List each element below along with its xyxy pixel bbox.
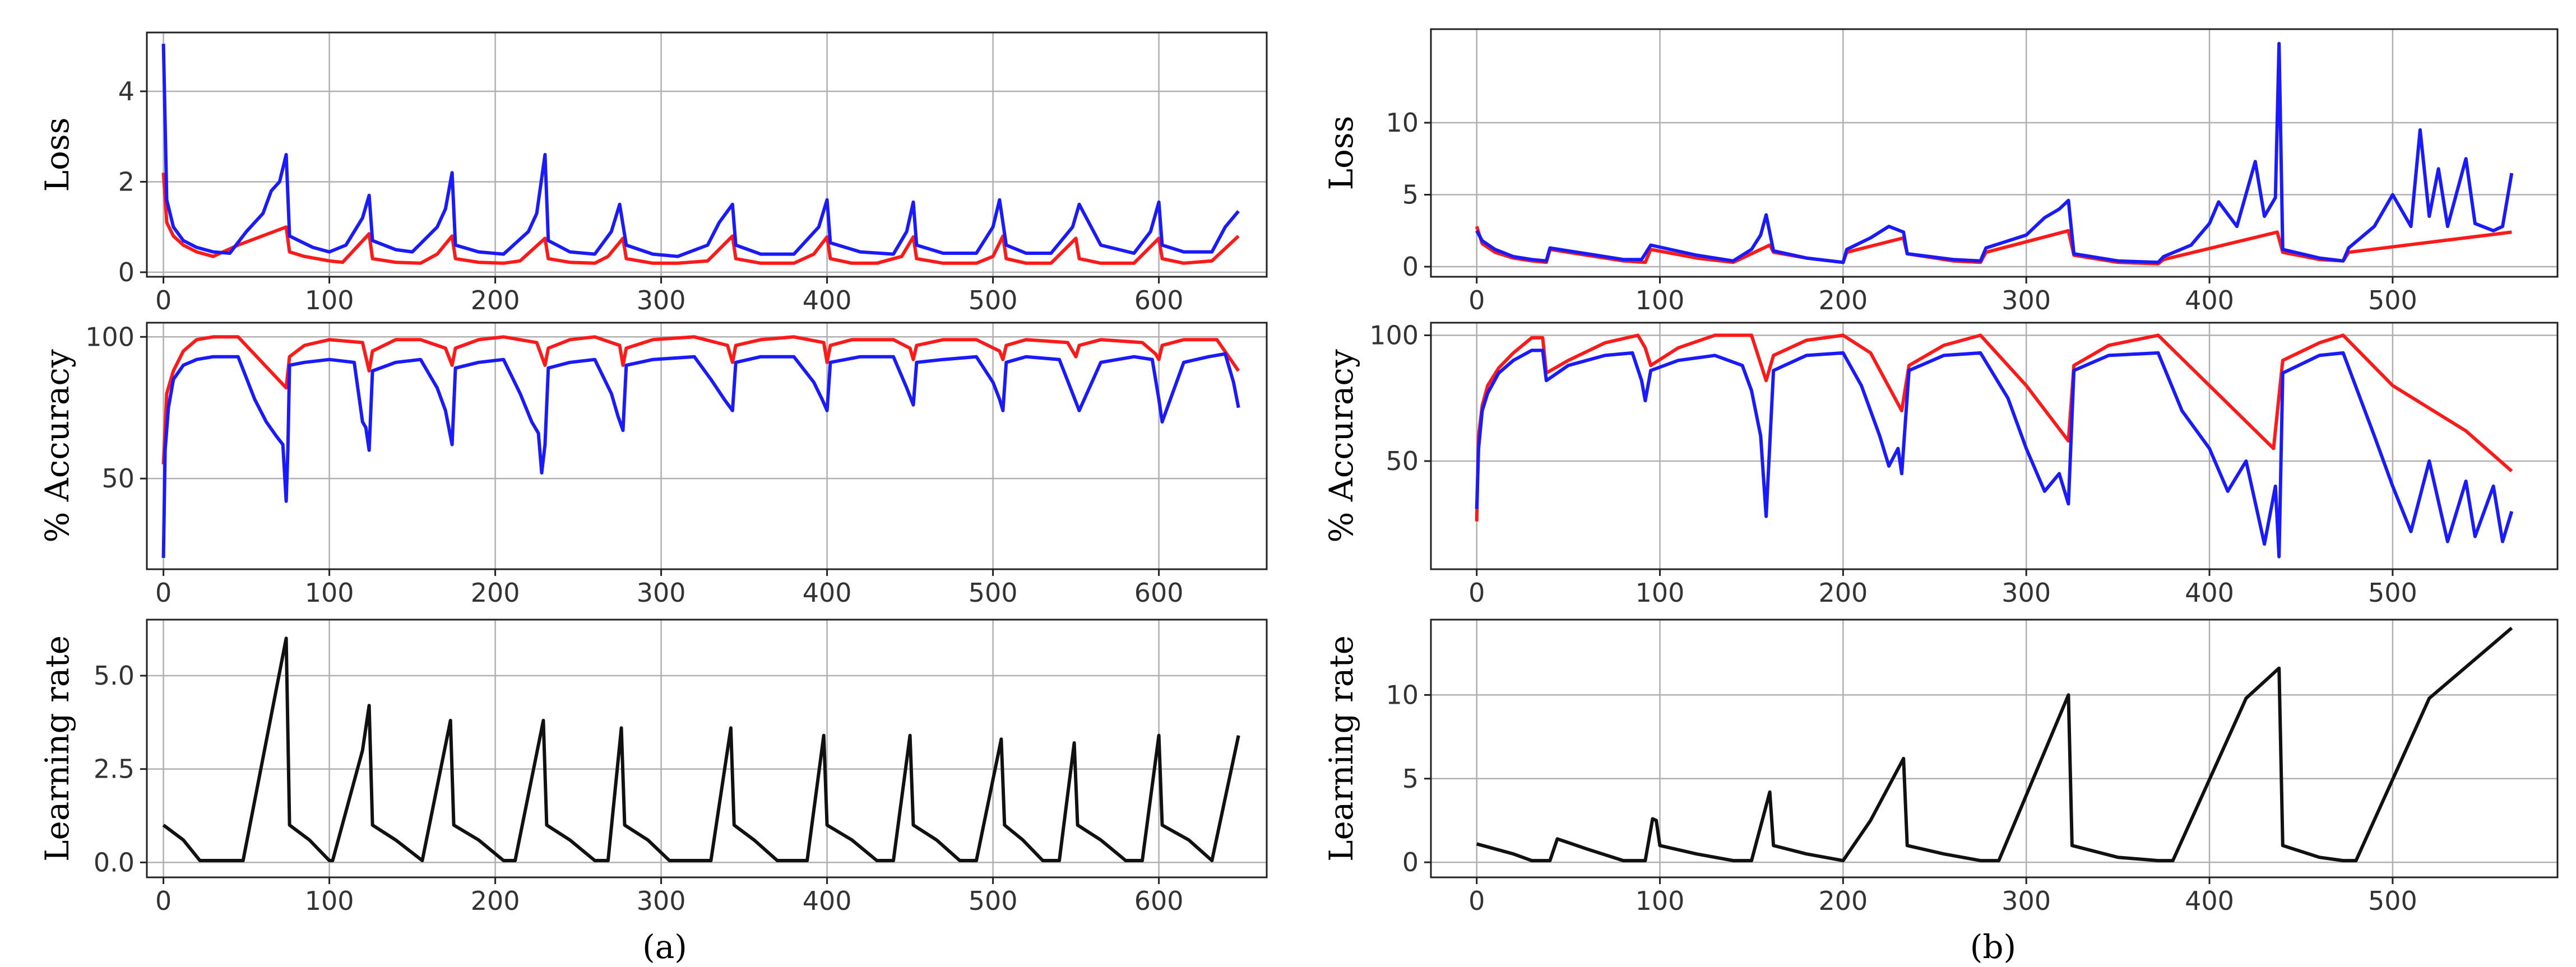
caption-a: (a) [642,928,687,966]
y-tick-label: 50 [1386,446,1419,476]
y-tick-label: 10 [1386,108,1419,138]
axes-frame [1430,322,2559,570]
series-line-blue [161,44,1240,258]
x-tick-label: 200 [1818,578,1868,608]
x-tick-label: 200 [1818,886,1868,916]
x-tick-label: 300 [637,886,686,916]
y-axis-label: Learning rate [38,635,76,862]
x-tick-label: 0 [155,578,172,608]
x-tick-label: 100 [305,578,354,608]
subplot-b-acc: 0 100 200 300 400 500 50 100 % Accuracy [1322,320,2559,608]
x-tick-label: 200 [1818,285,1868,315]
x-tick-label: 400 [2185,578,2234,608]
series-line-black [162,636,1240,862]
y-tick-label: 100 [85,322,135,352]
subplot-b-lr: 0 100 200 300 400 500 0 5 10 Learning rate [1322,619,2559,916]
subplot-b-loss: 0 100 200 300 400 500 0 5 10 Loss [1322,28,2559,315]
x-tick-label: 600 [1134,886,1184,916]
y-tick-label: 5 [1402,180,1419,210]
y-tick-label: 0 [1402,252,1419,282]
axes-frame [1430,28,2559,278]
x-tick-label: 0 [1468,578,1485,608]
series-line-red [161,173,1240,265]
y-axis-label: % Accuracy [38,349,76,543]
x-tick-label: 100 [305,886,354,916]
x-tick-label: 300 [2002,886,2051,916]
y-tick-label: 4 [118,76,135,106]
x-tick-label: 400 [2185,886,2234,916]
x-tick-label: 400 [803,285,852,315]
axes-frame [1430,619,2559,878]
x-tick-label: 100 [1636,285,1685,315]
x-tick-label: 400 [803,886,852,916]
y-tick-label: 0.0 [94,847,135,877]
x-tick-label: 300 [637,578,686,608]
x-tick-label: 0 [1468,285,1485,315]
x-tick-label: 500 [969,285,1018,315]
x-tick-label: 300 [2002,578,2051,608]
x-tick-label: 100 [1636,886,1685,916]
series-line-red [1475,333,2513,522]
y-tick-label: 2 [118,166,135,197]
series-line-red [161,335,1240,465]
series-line-blue [161,352,1240,558]
x-tick-label: 0 [1468,886,1485,916]
y-tick-label: 100 [1369,320,1419,350]
x-tick-label: 0 [155,886,172,916]
x-tick-label: 300 [2002,285,2051,315]
x-tick-label: 500 [2368,886,2417,916]
y-tick-label: 0 [1402,847,1419,877]
x-tick-label: 500 [2368,285,2417,315]
x-tick-label: 100 [1636,578,1685,608]
x-tick-label: 300 [637,285,686,315]
x-tick-label: 500 [969,886,1018,916]
x-tick-label: 400 [803,578,852,608]
x-tick-label: 600 [1134,285,1184,315]
subplot-a-lr: 0 100 200 300 400 500 600 0.0 2.5 5.0 Learning rat… [38,619,1268,916]
axes-frame [146,619,1268,878]
axes-frame [146,322,1268,570]
y-axis-label: % Accuracy [1322,349,1360,543]
y-tick-label: 5.0 [94,661,135,691]
subplot-a-acc: 0 100 200 300 400 500 600 50 100 % Accuracy [38,322,1268,608]
x-tick-label: 100 [305,285,354,315]
series-line-black [1476,626,2513,863]
subplot-a-loss: 0 100 200 300 400 500 600 0 2 4 Loss [38,31,1268,315]
series-line-blue [1475,348,2514,559]
y-tick-label: 2.5 [94,754,135,784]
x-tick-label: 200 [471,886,520,916]
y-tick-label: 50 [101,463,135,494]
y-tick-label: 5 [1402,764,1419,794]
x-tick-label: 500 [2368,578,2417,608]
x-tick-label: 500 [969,578,1018,608]
x-tick-label: 200 [471,578,520,608]
y-tick-label: 10 [1386,680,1419,710]
x-tick-label: 400 [2185,285,2234,315]
y-axis-label: Loss [1322,116,1360,190]
x-tick-label: 600 [1134,578,1184,608]
y-axis-label: Learning rate [1322,635,1360,862]
y-axis-label: Loss [38,118,76,192]
caption-b: (b) [1970,928,2016,966]
series-line-blue [1475,41,2514,264]
x-tick-label: 200 [471,285,520,315]
x-tick-label: 0 [155,285,172,315]
axes-frame [146,31,1268,278]
y-tick-label: 0 [118,257,135,287]
